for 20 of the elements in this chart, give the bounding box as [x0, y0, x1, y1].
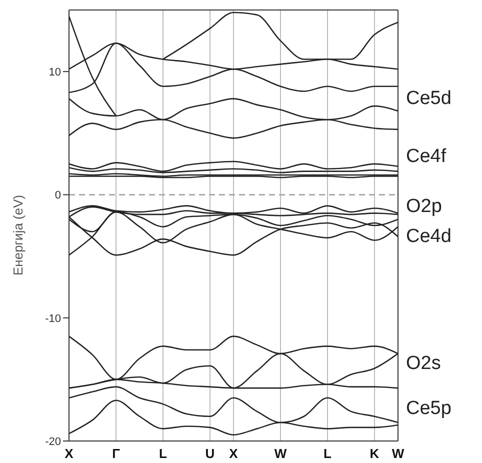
x-tick-label: L: [159, 446, 168, 462]
x-tick-label: W: [392, 446, 405, 462]
text: Ce4d: [406, 226, 452, 248]
y-axis-title: Енергија (eV): [10, 194, 26, 276]
x-tick-label: U: [205, 446, 215, 462]
text: O2s: [406, 353, 441, 375]
x-tick-label: X: [229, 446, 238, 462]
x-tick-label: K: [370, 446, 380, 462]
text: O2p: [406, 196, 442, 218]
text: Ce4f: [406, 146, 446, 168]
text: Ce5p: [406, 398, 452, 420]
x-tick-label: L: [324, 446, 332, 462]
y-tick-label: -20: [45, 436, 61, 448]
y-tick-label: 0: [54, 190, 61, 202]
y-tick-label: -10: [45, 312, 61, 325]
text: Ce5d: [406, 88, 452, 110]
x-tick-label: W: [274, 446, 288, 462]
x-tick-label: Γ: [112, 446, 120, 462]
y-tick-label: 10: [48, 66, 61, 78]
x-tick-label: X: [64, 446, 74, 462]
